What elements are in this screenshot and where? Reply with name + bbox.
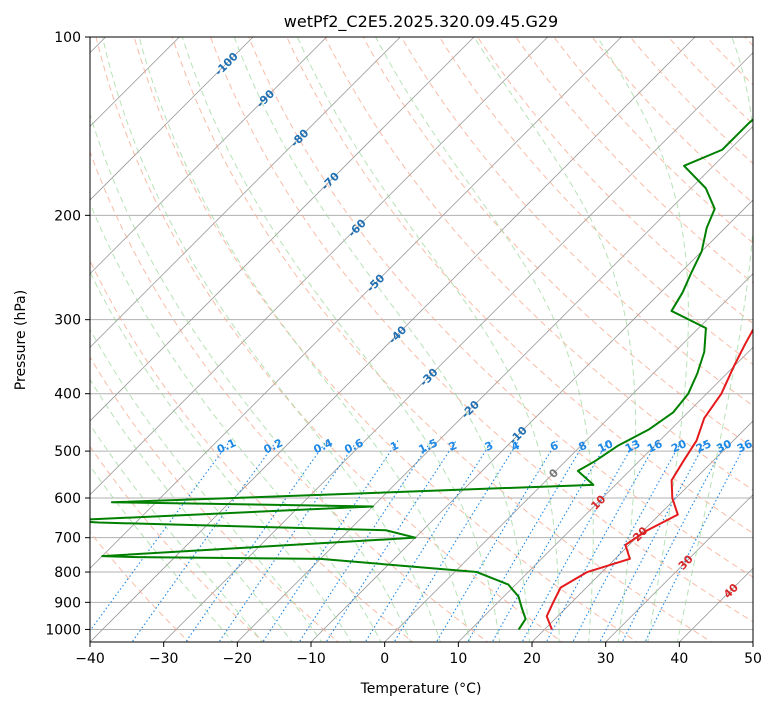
isotherm-line	[310, 199, 753, 642]
x-tick-label: −10	[296, 651, 326, 667]
y-tick-label: 100	[54, 30, 81, 46]
isotherm-line	[90, 37, 696, 642]
y-tick-label: 200	[54, 208, 81, 224]
moist-adiabat	[90, 423, 264, 642]
x-tick-label: 10	[449, 651, 467, 667]
y-tick-label: 600	[54, 491, 81, 507]
mixing-ratio-label: 10	[596, 437, 616, 455]
y-tick-label: 400	[54, 387, 81, 403]
mixing-ratio-line	[621, 440, 728, 642]
mixing-ratio-line	[364, 440, 493, 642]
temperature-profile-line	[545, 327, 753, 630]
mixing-ratio-line	[393, 440, 520, 642]
plot-frame	[89, 36, 754, 643]
y-tick-label: 300	[54, 313, 81, 329]
dry-adiabat	[133, 37, 638, 642]
mixing-ratio-label: 36	[735, 437, 755, 455]
dry-adiabat	[90, 259, 414, 642]
mixing-ratio-line	[466, 440, 587, 642]
moist-adiabat	[90, 378, 293, 642]
mixing-ratio-line	[435, 440, 558, 642]
moist-adiabat	[101, 37, 441, 642]
x-tick-label: 0	[380, 651, 389, 667]
mixing-ratio-line	[491, 440, 609, 642]
isotherm-line	[457, 346, 753, 642]
mixing-ratio-line	[545, 440, 659, 642]
dry-adiabat	[90, 150, 489, 642]
mixing-ratio-line	[131, 440, 278, 642]
dry-adiabat	[95, 37, 564, 642]
mixing-ratio-label: 16	[645, 437, 665, 455]
moist-adiabat	[90, 465, 234, 642]
y-tick-label: 500	[54, 444, 81, 460]
mixing-ratio-label: 30	[714, 437, 734, 455]
x-tick-label: −30	[149, 651, 179, 667]
isotherm-line	[90, 37, 401, 348]
dewpoint-profile-line	[90, 118, 753, 630]
x-axis-label: Temperature (°C)	[360, 681, 482, 697]
x-tick-label: 20	[523, 651, 541, 667]
mixing-ratio-line	[298, 440, 432, 642]
mixing-ratio-line	[185, 440, 328, 642]
y-tick-label: 900	[54, 595, 81, 611]
mixing-ratio-label: 20	[669, 437, 689, 455]
moist-adiabat	[233, 37, 530, 642]
mixing-ratio-line	[262, 440, 399, 642]
isotherm-line	[163, 52, 753, 642]
x-tick-label: −20	[223, 651, 253, 667]
isotherm-line	[90, 37, 475, 422]
mixing-ratio-label: 13	[623, 437, 642, 455]
x-tick-label: 40	[670, 651, 688, 667]
dry-adiabat	[90, 445, 265, 642]
isotherm-line	[90, 37, 622, 569]
moist-adiabat	[375, 37, 594, 642]
moist-adiabat	[90, 328, 323, 642]
moist-adiabat	[473, 37, 637, 642]
x-tick-label: −40	[75, 651, 105, 667]
moist-adiabat	[296, 37, 560, 642]
moist-adiabat	[90, 112, 412, 642]
y-axis-label: Pressure (hPa)	[13, 290, 29, 390]
mixing-ratio-line	[572, 440, 683, 642]
mixing-ratio-line	[599, 440, 707, 642]
moist-adiabat	[676, 37, 753, 642]
chart-title: wetPf2_C2E5.2025.320.09.45.G29	[284, 12, 558, 32]
y-tick-label: 700	[54, 531, 81, 547]
x-tick-label: 30	[597, 651, 615, 667]
isotherm-line	[90, 37, 328, 275]
isotherm-line	[384, 273, 753, 642]
mixing-ratio-label: 25	[694, 437, 713, 455]
x-tick-label: 50	[744, 651, 762, 667]
dry-adiabat	[209, 37, 753, 623]
mixing-ratio-line	[521, 440, 637, 642]
y-tick-label: 800	[54, 565, 81, 581]
y-tick-label: 1000	[45, 622, 81, 638]
isotherm-line	[90, 37, 549, 496]
moist-adiabat	[90, 201, 382, 642]
isotherm-line	[605, 494, 753, 642]
mixing-ratio-line	[325, 440, 457, 642]
isotherm-line	[90, 37, 254, 201]
moist-adiabat	[90, 270, 352, 642]
